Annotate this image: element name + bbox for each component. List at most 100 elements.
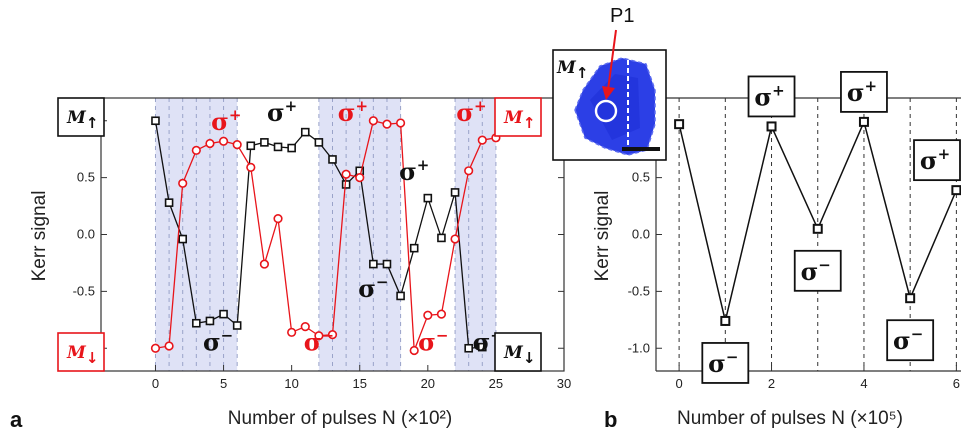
pulse-helicity-label: σ+: [456, 97, 486, 127]
x-tick-label: 15: [353, 376, 367, 391]
helicity-box-frame: [840, 70, 888, 113]
data-point: [314, 138, 324, 147]
data-point: [450, 234, 460, 244]
pulse-helicity-box: σ−: [793, 249, 842, 292]
data-point: [369, 259, 378, 269]
pulse-helicity-label: σ+: [754, 81, 784, 111]
x-tick-label: 6: [953, 376, 960, 391]
state-label-box: [494, 97, 542, 137]
x-tick-label: 10: [284, 376, 298, 391]
data-point: [720, 315, 731, 326]
helicity-box-frame: [886, 319, 935, 362]
y-tick-label: -0.5: [73, 283, 95, 298]
panel-b: 0 2 4 6 0.5 0.0 -0.5 -1.0 σ+ σ+ σ+ σ− σ− σ− M↑ P1 Ke…: [552, 5, 961, 432]
data-point: [450, 188, 460, 197]
data-point: [436, 309, 447, 319]
state-label-box: [57, 97, 105, 137]
data-point: [327, 330, 338, 340]
data-point: [409, 345, 419, 356]
data-point: [396, 291, 405, 301]
data-point: [178, 178, 188, 188]
pulse-helicity-label: σ−: [203, 327, 233, 357]
pulse-helicity-label: σ−: [893, 325, 923, 355]
data-point: [205, 138, 215, 149]
x-tick-label: 20: [421, 376, 435, 391]
data-point: [287, 143, 296, 153]
state-labels-a: M↑ M↑ M↓ M↓: [57, 97, 542, 372]
annotations-a: σ+σ+σ+σ+σ+σ−σ−σ−σ−σ−: [203, 97, 503, 357]
data-point: [273, 142, 283, 152]
data-point: [464, 166, 474, 176]
pulse-helicity-label: σ−: [801, 256, 831, 286]
data-point: [423, 310, 433, 320]
pulse-helicity-label: σ+: [211, 106, 241, 136]
data-point: [328, 155, 337, 164]
pulse-helicity-label: σ+: [847, 77, 877, 107]
pulse-helicity-label: σ+: [338, 97, 368, 127]
y-tick-label: -0.5: [628, 283, 650, 298]
shaded-range-2: [455, 98, 496, 371]
data-point: [382, 119, 392, 129]
pulse-helicity-label: σ+: [399, 156, 429, 186]
helicity-box-frame: [701, 342, 750, 384]
data-point: [395, 118, 406, 128]
data-point: [205, 316, 215, 326]
pulse-helicity-label: σ−: [304, 327, 334, 357]
data-point: [164, 198, 174, 207]
data-point: [812, 223, 823, 234]
data-point: [151, 116, 160, 126]
data-point: [341, 180, 351, 189]
y-axis-title-b: Kerr signal: [592, 191, 613, 282]
y-tick-label: 0.0: [77, 227, 95, 242]
data-point: [464, 343, 473, 353]
data-point: [218, 136, 229, 146]
data-point: [178, 234, 188, 244]
state-label-box: [57, 332, 105, 372]
data-point: [232, 140, 242, 150]
data-point: [437, 233, 446, 243]
data-point: [382, 259, 392, 269]
data-point: [219, 309, 228, 319]
series-b: [674, 116, 961, 326]
data-point: [300, 127, 310, 137]
pulse-helicity-box: σ+: [747, 75, 796, 118]
data-point: [766, 121, 777, 132]
data-point: [368, 116, 378, 126]
data-point: [341, 169, 351, 179]
y-tick-label: -1.0: [628, 340, 650, 355]
data-point: [287, 327, 297, 337]
x-axis-title-b: Number of pulses N (×10⁵): [677, 408, 903, 429]
p1-label: P1: [610, 5, 634, 27]
x-tick-label: 2: [768, 376, 775, 391]
data-point: [259, 259, 270, 269]
pulse-helicity-box: σ+: [913, 139, 961, 182]
data-point: [905, 293, 916, 304]
p1-arrow-line: [607, 29, 617, 91]
data-point: [191, 145, 201, 155]
state-label: M↑: [503, 108, 535, 132]
state-label: M↓: [66, 343, 98, 367]
data-point: [246, 162, 256, 172]
y-tick-label: 0.0: [632, 227, 650, 242]
inset-state-label: M↑: [556, 58, 588, 82]
x-tick-label: 0: [675, 376, 682, 391]
pulse-helicity-label: σ−: [708, 348, 738, 378]
inset-image: M↑ P1: [552, 5, 667, 161]
data-point: [150, 343, 161, 353]
x-axis-title-a: Number of pulses N (×10²): [228, 408, 452, 429]
data-point: [423, 193, 433, 203]
pulse-helicity-box: σ−: [701, 342, 750, 384]
x-tick-label: 4: [860, 376, 867, 391]
helicity-box-frame: [913, 139, 961, 182]
probe-circle: [594, 99, 618, 123]
p1-arrow-head: [602, 86, 615, 100]
data-point: [477, 135, 487, 145]
x-tick-label: 5: [220, 376, 227, 391]
pulse-helicity-label: σ−: [418, 327, 448, 357]
data-point: [674, 119, 685, 130]
pulse-helicity-label: σ−: [358, 273, 388, 303]
pulse-helicity-label: σ+: [267, 97, 297, 127]
pulse-helicity-box: σ−: [886, 319, 935, 362]
pulse-helicity-label: σ+: [920, 145, 950, 175]
